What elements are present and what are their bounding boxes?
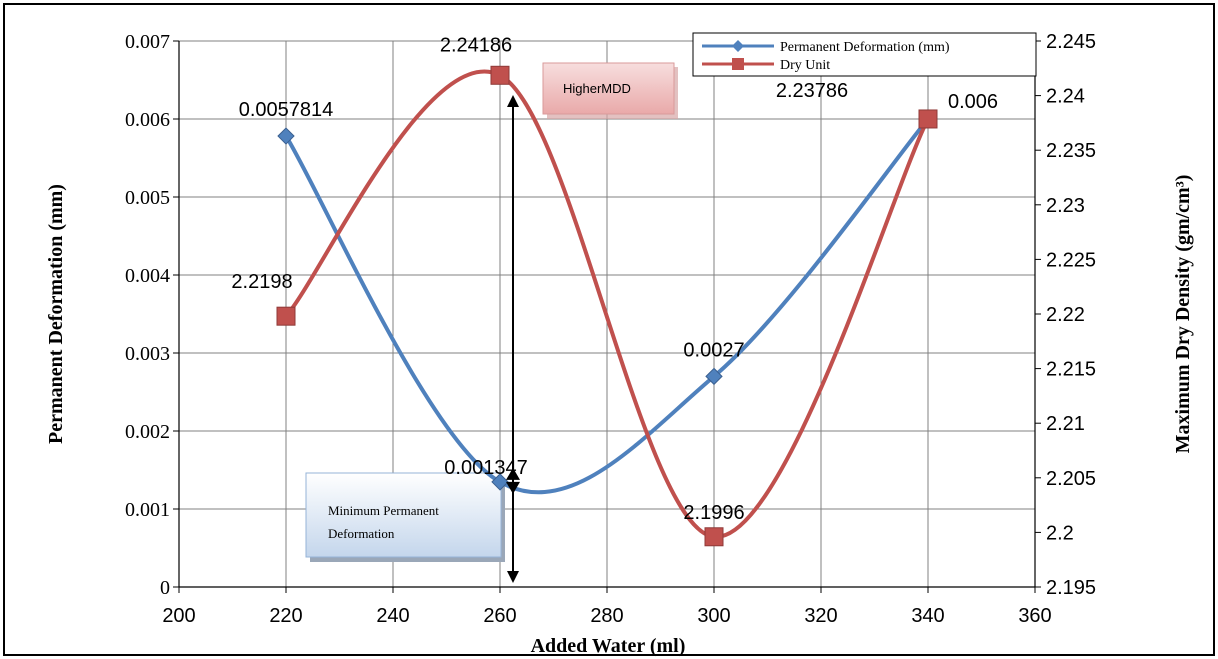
y-tick-label: 0.002 bbox=[125, 421, 170, 443]
series-2-point bbox=[918, 109, 938, 129]
arrow-head-bottom bbox=[507, 571, 519, 583]
series-1-point bbox=[491, 473, 509, 491]
min-pd-label-line1: Minimum Permanent bbox=[328, 503, 439, 518]
legend-box bbox=[692, 32, 1037, 77]
min-pd-label-line2: Deformation bbox=[328, 526, 395, 541]
x-tick-label: 220 bbox=[269, 605, 302, 627]
annotations: HigherMDD Minimum Permanent Deformation bbox=[305, 62, 678, 562]
series-1-data-label: 0.001347 bbox=[444, 457, 527, 479]
annotation-arrow bbox=[506, 95, 520, 583]
min-pd-box bbox=[305, 472, 502, 558]
y2-axis-title: Maximum Dry Density (gm/cm³) bbox=[1172, 175, 1194, 454]
series-1-point bbox=[277, 127, 295, 145]
y-tick-label: 0.001 bbox=[125, 499, 170, 521]
series-2-point bbox=[276, 306, 296, 326]
series-2-data-label: 2.23786 bbox=[776, 80, 848, 102]
legend-marker-2 bbox=[732, 58, 744, 70]
x-tick-label: 300 bbox=[697, 605, 730, 627]
series-line-1 bbox=[284, 117, 930, 495]
series bbox=[276, 65, 938, 547]
series-2-point bbox=[490, 65, 510, 85]
arrow-head-mid-up bbox=[506, 467, 520, 480]
y-axis-title: Permanent Deformation (mm) bbox=[45, 184, 67, 444]
series-2-data-label: 2.24186 bbox=[440, 34, 512, 56]
x-tick-label: 260 bbox=[483, 605, 516, 627]
y-tick-label: 0 bbox=[160, 577, 170, 599]
y-tick-label: 0.006 bbox=[125, 109, 170, 131]
y-tick-label: 0.005 bbox=[125, 187, 170, 209]
y2-tick-label: 2.22 bbox=[1046, 304, 1085, 326]
axis-titles: Added Water (ml) Permanent Deformation (m… bbox=[45, 175, 1194, 657]
y2-tick-label: 2.205 bbox=[1046, 468, 1096, 490]
legend-marker-1 bbox=[732, 40, 744, 52]
y2-tick-label: 2.215 bbox=[1046, 359, 1096, 381]
series-1-data-label: 0.0057814 bbox=[239, 99, 334, 121]
series-2-point bbox=[704, 527, 724, 547]
x-axis-title: Added Water (ml) bbox=[531, 635, 686, 657]
series-2-data-label: 2.1996 bbox=[683, 502, 744, 524]
outer-frame bbox=[3, 3, 1215, 656]
y2-tick-label: 2.24 bbox=[1046, 86, 1085, 108]
arrow-head-top bbox=[507, 95, 519, 107]
higher-mdd-box bbox=[542, 62, 675, 115]
y2-tick-label: 2.2 bbox=[1046, 522, 1074, 544]
legend-label-1: Permanent Deformation (mm) bbox=[780, 40, 950, 55]
tick-labels: 200 220 240 260 280 300 320 340 360 0 0.001 0.002 0.… bbox=[125, 31, 1096, 627]
x-tick-label: 340 bbox=[911, 605, 944, 627]
axes bbox=[173, 40, 1041, 593]
y2-tick-label: 2.23 bbox=[1046, 195, 1085, 217]
legend-label-2: Dry Unit bbox=[780, 58, 830, 73]
higher-mdd-label: HigherMDD bbox=[563, 81, 631, 96]
y2-tick-label: 2.235 bbox=[1046, 140, 1096, 162]
y-tick-label: 0.007 bbox=[125, 31, 170, 53]
arrow-head-mid-down bbox=[506, 481, 520, 494]
series-2-data-label: 2.2198 bbox=[231, 271, 292, 293]
y-tick-label: 0.003 bbox=[125, 343, 170, 365]
x-tick-label: 240 bbox=[376, 605, 409, 627]
y2-tick-label: 2.195 bbox=[1046, 577, 1096, 599]
x-tick-label: 280 bbox=[590, 605, 623, 627]
x-tick-label: 320 bbox=[804, 605, 837, 627]
y2-tick-label: 2.225 bbox=[1046, 249, 1096, 271]
y-tick-label: 0.004 bbox=[125, 265, 170, 287]
y2-tick-label: 2.21 bbox=[1046, 413, 1085, 435]
legend: Permanent Deformation (mm) Dry Unit bbox=[692, 32, 1037, 77]
data-labels: 0.0057814 0.001347 0.0027 0.006 2.2198 2.2418… bbox=[231, 34, 998, 523]
x-tick-label: 360 bbox=[1018, 605, 1051, 627]
series-1-data-label: 0.006 bbox=[948, 91, 998, 113]
series-1-point bbox=[705, 367, 723, 386]
x-tick-label: 200 bbox=[162, 605, 195, 627]
series-1-data-label: 0.0027 bbox=[683, 339, 744, 361]
y2-tick-label: 2.245 bbox=[1046, 31, 1096, 53]
series-line-2 bbox=[284, 69, 930, 539]
